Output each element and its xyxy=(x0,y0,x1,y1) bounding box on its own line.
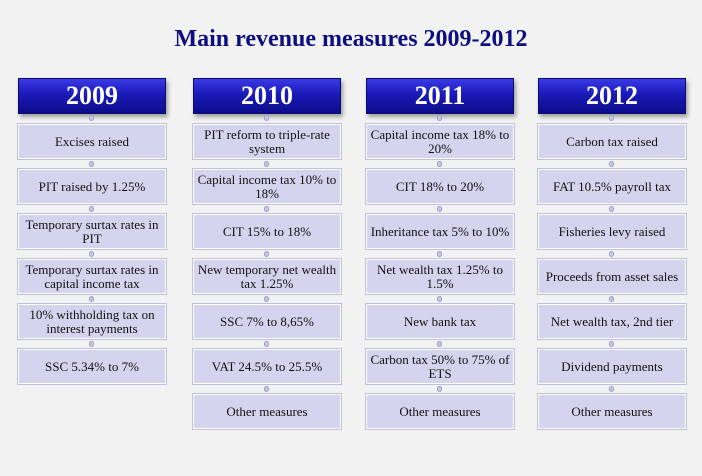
measure-box: New temporary net wealth tax 1.25% xyxy=(193,259,341,294)
measure-box: SSC 5.34% to 7% xyxy=(18,349,166,384)
connector xyxy=(538,294,686,304)
year-header-2012: 2012 xyxy=(538,78,686,114)
measure-box: Other measures xyxy=(366,394,514,429)
measure-box: Temporary surtax rates in capital income… xyxy=(18,259,166,294)
connector xyxy=(193,339,341,349)
connector xyxy=(538,249,686,259)
connector xyxy=(538,159,686,169)
measure-box: Inheritance tax 5% to 10% xyxy=(366,214,514,249)
connector xyxy=(366,339,514,349)
year-header-2011: 2011 xyxy=(366,78,514,114)
year-header-2009: 2009 xyxy=(18,78,166,114)
connector xyxy=(193,294,341,304)
measure-box: New bank tax xyxy=(366,304,514,339)
connector xyxy=(538,204,686,214)
measure-box: Net wealth tax, 2nd tier xyxy=(538,304,686,339)
connector xyxy=(18,339,166,349)
connector xyxy=(538,339,686,349)
connector xyxy=(193,114,341,124)
connector xyxy=(538,114,686,124)
measure-box: Capital income tax 10% to 18% xyxy=(193,169,341,204)
connector xyxy=(366,204,514,214)
connector xyxy=(18,114,166,124)
connector xyxy=(366,294,514,304)
measure-box: PIT reform to triple-rate system xyxy=(193,124,341,159)
measure-box: Other measures xyxy=(538,394,686,429)
column-2011: 2011 Capital income tax 18% to 20% CIT 1… xyxy=(366,78,514,429)
connector xyxy=(193,384,341,394)
connector xyxy=(18,294,166,304)
year-header-2010: 2010 xyxy=(193,78,341,114)
measure-box: CIT 18% to 20% xyxy=(366,169,514,204)
measure-box: Dividend payments xyxy=(538,349,686,384)
measure-box: Temporary surtax rates in PIT xyxy=(18,214,166,249)
measure-box: Capital income tax 18% to 20% xyxy=(366,124,514,159)
connector xyxy=(366,384,514,394)
measure-box: Fisheries levy raised xyxy=(538,214,686,249)
measure-box: Proceeds from asset sales xyxy=(538,259,686,294)
column-2012: 2012 Carbon tax raised FAT 10.5% payroll… xyxy=(538,78,686,429)
connector xyxy=(193,204,341,214)
measure-box: Carbon tax 50% to 75% of ETS xyxy=(366,349,514,384)
connector xyxy=(538,384,686,394)
slide-title: Main revenue measures 2009-2012 xyxy=(174,26,528,52)
column-2010: 2010 PIT reform to triple-rate system Ca… xyxy=(193,78,341,429)
connector xyxy=(193,159,341,169)
measure-box: PIT raised by 1.25% xyxy=(18,169,166,204)
measure-box: Other measures xyxy=(193,394,341,429)
measure-box: SSC 7% to 8,65% xyxy=(193,304,341,339)
connector xyxy=(366,159,514,169)
connector xyxy=(18,159,166,169)
measure-box: Excises raised xyxy=(18,124,166,159)
measure-box: FAT 10.5% payroll tax xyxy=(538,169,686,204)
measure-box: VAT 24.5% to 25.5% xyxy=(193,349,341,384)
connector xyxy=(193,249,341,259)
connector xyxy=(18,249,166,259)
connector xyxy=(366,249,514,259)
measure-box: 10% withholding tax on interest payments xyxy=(18,304,166,339)
connector xyxy=(18,204,166,214)
connector xyxy=(366,114,514,124)
measure-box: CIT 15% to 18% xyxy=(193,214,341,249)
column-2009: 2009 Excises raised PIT raised by 1.25% … xyxy=(18,78,166,384)
measure-box: Net wealth tax 1.25% to 1.5% xyxy=(366,259,514,294)
measure-box: Carbon tax raised xyxy=(538,124,686,159)
